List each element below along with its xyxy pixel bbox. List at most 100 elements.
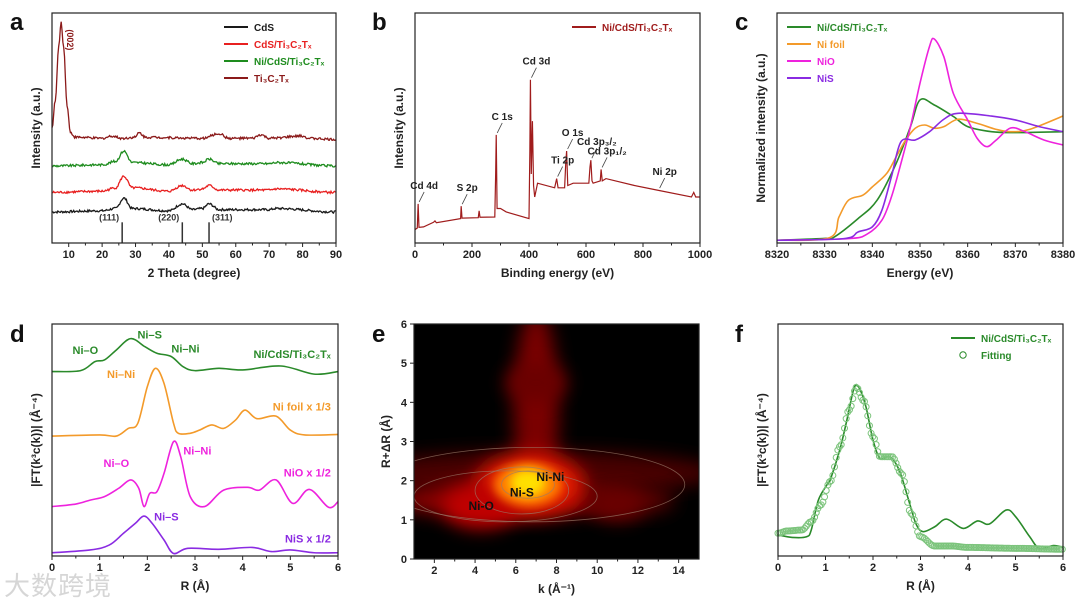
peak-label: Ni–Ni [171, 343, 199, 355]
fit-point [807, 518, 815, 526]
x-tick-label: 1000 [688, 249, 712, 261]
legend-entry: Ni/CdS/Ti₃C₂Tₓ [787, 23, 888, 34]
x-tick-label: 6 [1060, 562, 1066, 574]
fit-point [865, 422, 873, 430]
peak-label: C 1s [492, 112, 514, 123]
contour-line [474, 466, 570, 515]
fit-point [855, 389, 863, 397]
legend-label: Ni foil [817, 40, 845, 51]
series-cds [51, 197, 337, 215]
fit-point [809, 516, 817, 524]
legend-label: NiO [817, 57, 835, 68]
legend-entry: Ni/CdS/Ti₃C₂Tₓ [572, 23, 673, 34]
series-ni-cds-ti-c-t- [51, 149, 337, 168]
series-line [777, 383, 1064, 550]
x-axis-label: k (Å⁻¹) [538, 581, 575, 596]
legend-entry: Ni/CdS/Ti₃C₂Tₓ [951, 334, 1052, 345]
fit-point [844, 408, 852, 416]
y-tick-label: 6 [401, 319, 407, 331]
fit-point [899, 471, 907, 479]
y-tick-label: 5 [401, 358, 407, 370]
series-line [51, 21, 337, 142]
reference-label: (220) [158, 212, 179, 222]
panel-letter: a [10, 9, 24, 36]
peak-label: Ni–S [154, 512, 178, 524]
series-cds-ti-c-t- [51, 174, 337, 195]
legend-label: NiS [817, 74, 834, 85]
peak-leader-line [461, 194, 468, 205]
x-tick-label: 1 [822, 562, 828, 574]
fit-point [821, 493, 829, 501]
fit-point [927, 540, 935, 548]
x-axis-label: Energy (eV) [887, 266, 954, 280]
fit-point [890, 455, 898, 463]
peak-label: Ni–O [104, 458, 130, 470]
x-tick-label: 3 [192, 562, 198, 574]
series-nio-x-1-2 [51, 440, 339, 509]
x-axis-label: R (Å) [906, 578, 935, 593]
series-fitting [774, 383, 1066, 553]
peak-leader-line [418, 191, 425, 203]
x-tick-label: 200 [463, 249, 481, 261]
peak-label: NiS x 1/2 [285, 534, 331, 546]
legend: Ni/CdS/Ti₃C₂Tₓ [572, 23, 673, 34]
x-tick-label: 60 [230, 249, 242, 261]
x-tick-label: 2 [431, 565, 437, 577]
peak-leader-line [659, 177, 666, 189]
series-ni-cds-ti-c-t- [777, 383, 1064, 550]
series-line [51, 174, 337, 195]
fit-point [897, 469, 905, 477]
fit-point [914, 528, 922, 536]
legend-label: Ti₃C₂Tₓ [254, 74, 289, 85]
contour-line [414, 470, 598, 523]
panel-letter: f [735, 321, 744, 348]
x-tick-label: 70 [263, 249, 275, 261]
x-tick-label: 800 [634, 249, 652, 261]
legend-label: CdS [254, 23, 274, 34]
x-axis-label: Binding energy (eV) [501, 266, 614, 280]
x-tick-label: 5 [287, 562, 293, 574]
fit-point [812, 509, 820, 517]
peak-label: S 2p [457, 183, 478, 194]
fit-point [867, 429, 875, 437]
x-tick-label: 4 [472, 565, 479, 577]
fit-point [842, 415, 850, 423]
series-nis [776, 112, 1064, 242]
peak-label: Ni 2p [652, 167, 676, 178]
fit-point [845, 406, 853, 414]
legend-entry: CdS [224, 23, 274, 34]
fit-point [862, 403, 870, 411]
peak-label: NiO x 1/2 [284, 467, 331, 479]
y-axis-label: R+ΔR (Å) [378, 415, 393, 468]
panel-letter: c [735, 9, 748, 36]
series-line [776, 115, 1064, 242]
fit-point [847, 402, 855, 410]
fit-point [839, 434, 847, 442]
x-tick-label: 8330 [812, 249, 836, 261]
series-line [51, 367, 339, 438]
fit-point [829, 471, 837, 479]
x-tick-label: 10 [63, 249, 75, 261]
x-axis-label: 2 Theta (degree) [148, 266, 241, 280]
fit-point [834, 446, 842, 454]
peak-label: O 1s [562, 128, 584, 139]
fit-point [874, 448, 882, 456]
plot-frame [51, 12, 337, 244]
series-line [776, 98, 1064, 242]
legend-entry: Ni/CdS/Ti₃C₂Tₓ [224, 57, 325, 68]
peak-leader-line [557, 166, 564, 177]
x-tick-label: 400 [520, 249, 538, 261]
chart-panel-f: f 0 1 2 3 4 5 6 R (Å) |FT(k³c(k))| (Å⁻⁴) Ni/CdS/Ti… [735, 321, 1066, 593]
x-tick-label: 14 [673, 565, 686, 577]
reference-label: (111) [99, 212, 119, 222]
x-tick-label: 6 [335, 562, 341, 574]
peak-label: Ni–O [73, 345, 99, 357]
watermark: 大数跨境 [4, 572, 113, 602]
fit-point [902, 488, 910, 496]
fit-point [832, 453, 840, 461]
x-tick-label: 8340 [860, 249, 884, 261]
fit-point [892, 459, 900, 467]
peak-label: Ni-S [510, 485, 534, 499]
fit-point [909, 511, 917, 519]
